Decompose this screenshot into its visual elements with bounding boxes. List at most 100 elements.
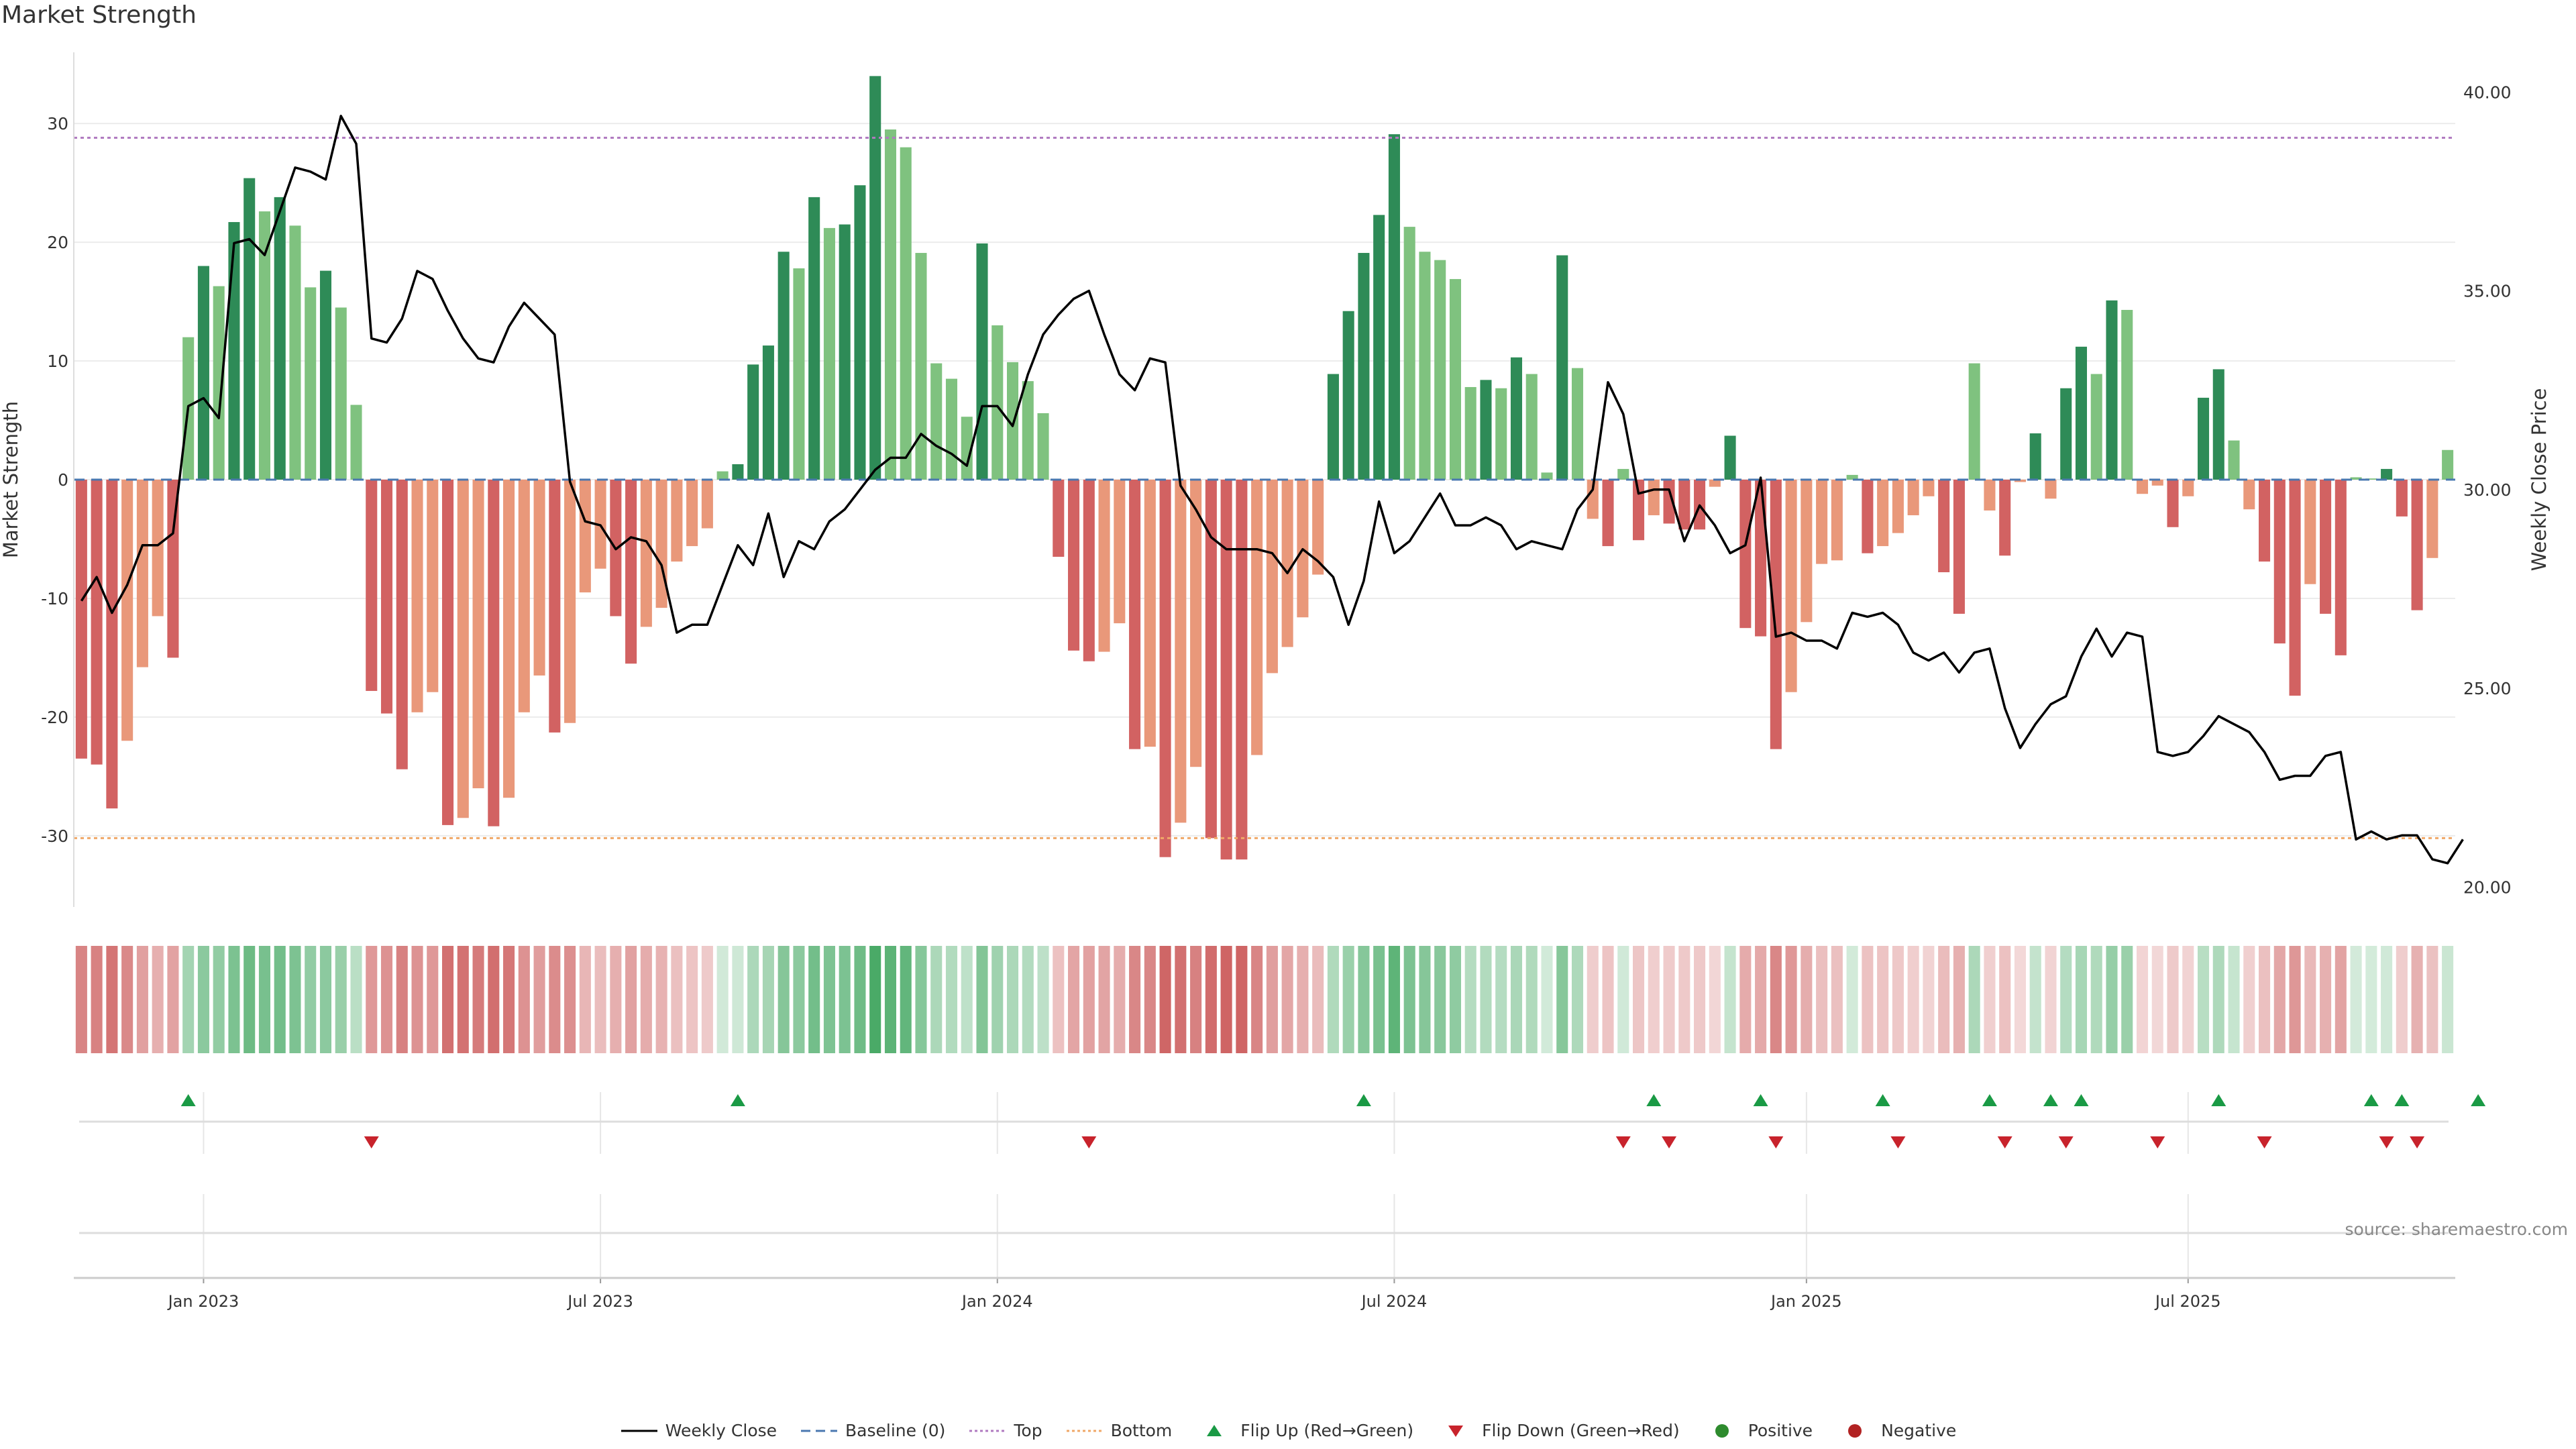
strip-cell (1388, 946, 1400, 1053)
strength-bar (732, 464, 744, 480)
strength-bar (1419, 252, 1431, 480)
strip-cell (350, 946, 362, 1053)
strength-bar (1816, 480, 1828, 564)
strength-bar (152, 480, 164, 616)
strip-cell (518, 946, 530, 1053)
strength-bar (686, 480, 698, 547)
strip-cell (1907, 946, 1919, 1053)
flip-down-marker (1768, 1136, 1784, 1148)
strip-cell (1098, 946, 1110, 1053)
strength-bar (1190, 480, 1202, 767)
flip-down-marker (2410, 1136, 2425, 1148)
y-left-axis-title: Market Strength (0, 401, 22, 558)
strength-bar (1739, 480, 1752, 629)
strip-cell (625, 946, 637, 1053)
strip-cell (686, 946, 698, 1053)
strip-cell (900, 946, 912, 1053)
strength-bars (75, 76, 2454, 860)
strip-cell (1144, 946, 1156, 1053)
legend-swatch (1207, 1424, 1222, 1436)
strength-bar (457, 480, 469, 818)
y-right-axis-title: Weekly Close Price (2528, 388, 2551, 572)
strength-bar (1403, 227, 1415, 480)
flip-markers-panel (180, 1094, 2486, 1148)
strip-cell (2060, 946, 2072, 1053)
strength-bar (1556, 255, 1568, 480)
strip-cell (2045, 946, 2057, 1053)
strength-bar (1266, 480, 1278, 674)
strength-bar (1892, 480, 1904, 533)
strength-bar (1098, 480, 1110, 652)
strength-bar (1907, 480, 1919, 516)
strip-cell (1006, 946, 1019, 1053)
strength-bar (319, 270, 332, 480)
strength-bar (2381, 469, 2393, 480)
strength-bar (1724, 435, 1736, 480)
strip-cell (1297, 946, 1309, 1053)
strength-bar (1510, 357, 1523, 480)
strip-cell (1449, 946, 1461, 1053)
strength-bar (2075, 346, 2088, 480)
strip-cell (747, 946, 759, 1053)
strength-bar (366, 480, 378, 691)
y-right-tick-label: 20.00 (2463, 877, 2512, 897)
strip-cell (1678, 946, 1690, 1053)
strip-cell (1175, 946, 1187, 1053)
strength-bar (762, 345, 774, 480)
strip-cell (91, 946, 103, 1053)
legend-item: Weekly Close (620, 1421, 777, 1440)
flip-up-marker (2363, 1094, 2379, 1106)
legend: Weekly Close Baseline (0) Top Bottom Flip Up… (0, 1421, 2576, 1440)
strip-cell (2228, 946, 2240, 1053)
strength-bar (533, 480, 545, 676)
strength-bar (1541, 472, 1553, 480)
strength-bar (1495, 388, 1507, 480)
strength-bar (1525, 374, 1538, 480)
strip-cell (457, 946, 469, 1053)
strength-bar (2320, 480, 2332, 614)
flip-up-marker (2471, 1094, 2486, 1106)
legend-item: Negative (1835, 1421, 1956, 1440)
strength-bar (716, 471, 729, 480)
strength-bar (564, 480, 576, 723)
strip-cell (2273, 946, 2286, 1053)
legend-label: Top (1014, 1421, 1042, 1440)
strength-bar (167, 480, 179, 658)
legend-item: Positive (1703, 1421, 1813, 1440)
strength-bar (1037, 413, 1049, 480)
strip-cell (793, 946, 805, 1053)
strength-bar (1373, 215, 1385, 480)
legend-swatch (1066, 1430, 1103, 1432)
strength-bar (1602, 480, 1614, 547)
strength-bar (1388, 134, 1400, 480)
strength-bar (1022, 381, 1034, 480)
strip-cell (1999, 946, 2011, 1053)
strip-cell (2320, 946, 2332, 1053)
strip-cell (1587, 946, 1599, 1053)
strip-cell (488, 946, 500, 1053)
strength-bar (305, 287, 317, 480)
strip-cell (1617, 946, 1629, 1053)
strip-cell (244, 946, 256, 1053)
legend-swatch (801, 1430, 838, 1432)
strip-cell (732, 946, 744, 1053)
strength-bar (1053, 480, 1065, 557)
strip-cell (1129, 946, 1141, 1053)
strength-bar (350, 405, 362, 480)
strength-bar (136, 480, 148, 667)
strip-cell (1220, 946, 1232, 1053)
strength-bar (518, 480, 530, 712)
strength-bar (1159, 480, 1171, 857)
strength-bar (1648, 480, 1660, 516)
strip-cell (427, 946, 439, 1053)
strength-bar (1281, 480, 1293, 647)
legend-swatch (1448, 1425, 1464, 1437)
strength-bar (91, 480, 103, 765)
flip-up-marker (730, 1094, 745, 1106)
strength-bar (2106, 300, 2118, 480)
strength-bar (2167, 480, 2179, 527)
strength-bar (75, 480, 87, 759)
grid-lines (74, 123, 2455, 1278)
strength-bar (472, 480, 484, 789)
strength-bar (625, 480, 637, 664)
